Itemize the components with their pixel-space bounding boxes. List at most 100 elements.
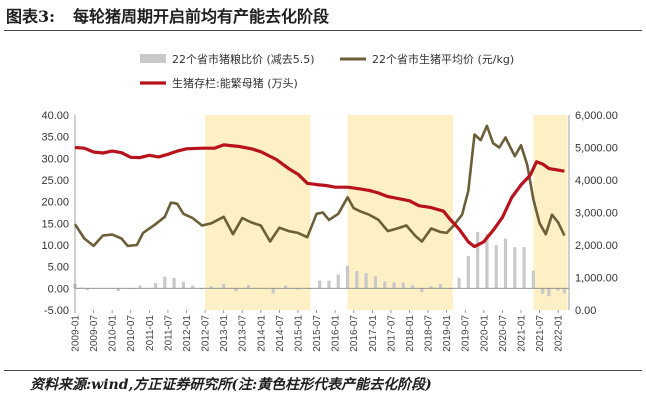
left-tick-label-2: 30.00 <box>41 153 69 165</box>
price-ratio-bar-7 <box>153 283 158 289</box>
price-ratio-bar-32 <box>410 285 415 289</box>
price-ratio-bar-42 <box>503 238 508 289</box>
price-ratio-bar-33 <box>420 288 424 293</box>
left-tick-label-8: 0.00 <box>48 283 69 295</box>
x-tick-label-6: 2012-01 <box>182 315 193 352</box>
left-tick-label-4: 20.00 <box>41 197 69 209</box>
price-ratio-bar-30 <box>392 282 396 289</box>
legend: 22个省市猪粮比价 (减去5.5) 22个省市生猪平均价 (元/kg) 生猪存栏… <box>140 52 514 90</box>
x-tick-label-19: 2018-07 <box>424 315 435 352</box>
price-ratio-bar-43 <box>513 247 517 289</box>
x-tick-label-2: 2010-01 <box>108 315 119 352</box>
right-tick-label-6: 0.00 <box>575 305 596 317</box>
left-tick-label-9: -5.00 <box>44 305 69 317</box>
pig-cycle-chart: 40.00 35.00 30.00 25.00 20.00 15.00 10.00 5.00 0… <box>41 52 618 352</box>
price-ratio-bar-28 <box>373 276 378 289</box>
price-ratio-bar-45 <box>531 270 535 289</box>
x-tick-label-18: 2018-01 <box>405 315 416 352</box>
price-ratio-bar-40 <box>485 234 489 289</box>
right-tick-label-2: 4,000.00 <box>575 175 618 187</box>
price-ratio-bar-19 <box>284 285 288 289</box>
price-ratio-bar-1 <box>79 287 83 289</box>
price-ratio-bar-26 <box>355 271 359 289</box>
legend-bar-label: 22个省市猪粮比价 (减去5.5) <box>172 52 315 66</box>
price-ratio-bar-22 <box>318 280 322 289</box>
price-ratio-bar-18 <box>271 288 275 294</box>
bottom-rule <box>4 370 642 371</box>
x-tick-label-7: 2012-07 <box>201 315 212 352</box>
price-ratio-bar-44 <box>522 247 526 289</box>
x-tick-label-8: 2013-01 <box>219 315 230 352</box>
x-tick-label-4: 2011-01 <box>145 315 156 351</box>
figure-number: 图表3: <box>6 7 56 26</box>
x-axis-ticks: 2009-01 2009-07 2010-01 2010-07 2011-01 2011-… <box>71 310 565 352</box>
left-tick-label-6: 10.00 <box>41 240 69 252</box>
x-tick-label-10: 2014-01 <box>256 315 267 352</box>
x-tick-label-26: 2022-01 <box>554 315 565 352</box>
price-ratio-bar-37 <box>457 277 461 289</box>
price-ratio-bar-6 <box>138 285 142 289</box>
x-tick-label-24: 2021-01 <box>516 315 527 352</box>
price-ratio-bar-31 <box>401 282 405 289</box>
price-ratio-bar-13 <box>209 286 213 289</box>
price-ratio-bar-47 <box>547 288 551 297</box>
x-tick-label-15: 2016-07 <box>349 315 360 352</box>
figure-title-text: 每轮猪周期开启前均有产能去化阶段 <box>73 7 330 26</box>
price-ratio-bar-48 <box>556 288 560 291</box>
right-tick-label-0: 6,000.00 <box>575 110 618 122</box>
x-tick-label-20: 2019-01 <box>442 315 453 352</box>
price-ratio-bar-9 <box>172 277 176 289</box>
x-tick-label-13: 2015-07 <box>312 315 323 352</box>
price-ratio-bar-39 <box>476 232 480 289</box>
left-tick-label-7: 5.00 <box>48 262 69 274</box>
right-tick-label-3: 3,000.00 <box>575 208 618 220</box>
x-tick-label-17: 2017-07 <box>386 315 397 352</box>
price-ratio-bar-41 <box>494 245 498 289</box>
price-ratio-bar-2 <box>85 288 89 291</box>
price-ratio-bar-35 <box>438 284 443 289</box>
price-ratio-bar-16 <box>246 284 251 289</box>
price-ratio-bar-46 <box>541 288 545 294</box>
legend-inventory-label: 生猪存栏:能繁母猪 (万头) <box>172 76 298 90</box>
right-tick-label-1: 5,000.00 <box>575 143 618 155</box>
price-ratio-bar-25 <box>345 265 350 289</box>
figure-title: 图表3: 每轮猪周期开启前均有产能去化阶段 <box>6 3 329 27</box>
price-ratio-bar-4 <box>116 288 120 291</box>
price-ratio-bar-12 <box>200 288 204 290</box>
x-tick-label-23: 2020-07 <box>498 315 509 352</box>
inventory-line <box>74 143 565 249</box>
price-ratio-bar-38 <box>466 255 470 289</box>
price-ratio-bar-24 <box>336 274 340 289</box>
x-tick-label-11: 2014-07 <box>275 315 286 352</box>
x-tick-label-9: 2013-07 <box>238 315 249 352</box>
price-ratio-bar-23 <box>327 280 331 289</box>
x-tick-label-21: 2019-07 <box>461 315 472 352</box>
source-note: 资料来源:wind,方正证券研究所(注:黄色柱形代表产能去化阶段) <box>30 377 432 393</box>
x-tick-label-3: 2010-07 <box>126 315 137 352</box>
price-ratio-bar-10 <box>181 281 186 289</box>
price-ratio-bar-49 <box>562 288 566 294</box>
price-ratio-bar-8 <box>163 276 167 289</box>
legend-price-label: 22个省市生猪平均价 (元/kg) <box>372 52 514 66</box>
price-ratio-bar-29 <box>383 281 387 289</box>
x-tick-label-14: 2016-01 <box>331 315 342 352</box>
price-ratio-bar-11 <box>191 285 195 289</box>
x-tick-label-16: 2017-01 <box>368 315 379 352</box>
capacity-reduction-shading <box>205 115 568 310</box>
price-ratio-bar-34 <box>429 286 433 289</box>
right-tick-label-5: 1,000.00 <box>575 273 618 285</box>
left-tick-label-5: 15.00 <box>41 218 69 230</box>
x-tick-label-12: 2015-01 <box>293 315 304 352</box>
shaded-period-0 <box>205 115 311 310</box>
x-tick-label-25: 2021-07 <box>535 315 546 352</box>
shaded-period-2 <box>533 115 568 310</box>
left-tick-label-3: 25.00 <box>41 175 69 187</box>
x-tick-label-5: 2011-07 <box>163 315 174 351</box>
legend-bar-swatch <box>140 54 166 63</box>
left-tick-label-1: 35.00 <box>41 132 69 144</box>
right-axis-ticks: 6,000.00 5,000.00 4,000.00 3,000.00 2,000.00… <box>575 110 618 317</box>
x-tick-label-22: 2020-01 <box>479 315 490 352</box>
right-tick-label-4: 2,000.00 <box>575 240 618 252</box>
price-ratio-bar-14 <box>222 284 226 289</box>
price-ratio-bar-15 <box>234 288 238 292</box>
